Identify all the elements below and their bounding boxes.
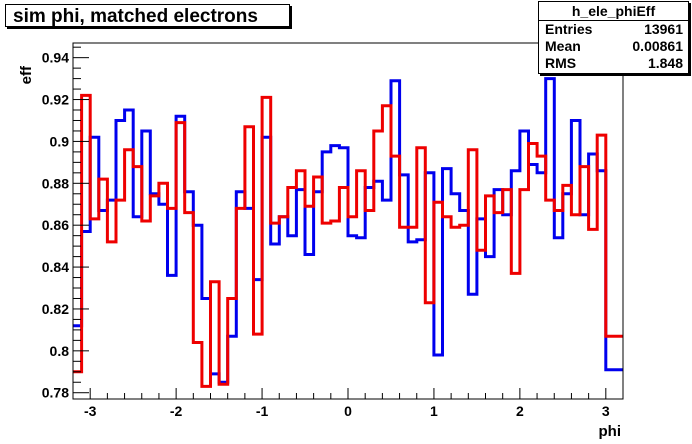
y-axis-label: eff [18, 65, 35, 84]
plot-area [73, 77, 623, 388]
y-tick-label: 0.84 [42, 259, 69, 275]
x-tick-label: 2 [516, 403, 524, 419]
stats-row-mean: Mean 0.00861 [539, 38, 688, 55]
stats-box: h_ele_phiEff Entries 13961 Mean 0.00861 … [538, 1, 689, 74]
stats-value: 1.848 [647, 55, 683, 71]
y-tick-label: 0.94 [42, 50, 69, 66]
y-tick-label: 0.8 [50, 343, 70, 359]
stats-label: Mean [545, 38, 581, 54]
stats-row-entries: Entries 13961 [539, 21, 688, 38]
stats-value: 13961 [644, 21, 683, 37]
y-tick-label: 0.78 [42, 385, 69, 401]
x-axis-label: phi [599, 423, 622, 440]
y-tick-label: 0.92 [42, 92, 69, 108]
y-tick-label: 0.86 [42, 217, 69, 233]
x-tick-label: 1 [430, 403, 438, 419]
axes: -3 -2 -1 0 1 2 3 0.78 0.8 0.82 0.84 0.86 0.88 0.9 0.92… [42, 42, 624, 419]
stats-value: 0.00861 [632, 38, 683, 54]
series-1-line [73, 77, 623, 384]
y-tick-label: 0.88 [42, 175, 69, 191]
stats-label: Entries [545, 21, 593, 37]
y-tick-label: 0.9 [50, 133, 70, 149]
stats-label: RMS [545, 55, 577, 71]
stats-row-rms: RMS 1.848 [539, 55, 688, 72]
x-tick-label: -2 [170, 403, 183, 419]
plot-title: sim phi, matched electrons [5, 4, 290, 27]
x-tick-label: 3 [602, 403, 610, 419]
x-tick-label: -1 [256, 403, 269, 419]
x-tick-label: -3 [84, 403, 97, 419]
y-tick-label: 0.82 [42, 301, 69, 317]
histogram-name: h_ele_phiEff [539, 2, 688, 21]
series-2-line [73, 93, 623, 388]
x-tick-label: 0 [344, 403, 352, 419]
